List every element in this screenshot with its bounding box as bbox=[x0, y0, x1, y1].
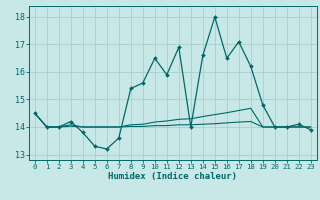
X-axis label: Humidex (Indice chaleur): Humidex (Indice chaleur) bbox=[108, 172, 237, 181]
